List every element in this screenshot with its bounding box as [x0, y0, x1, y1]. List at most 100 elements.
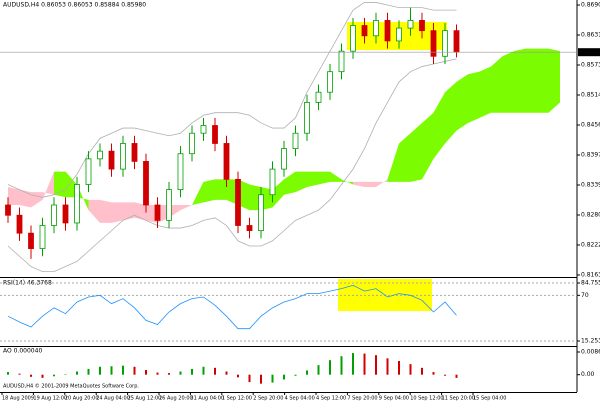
cloud	[525, 48, 537, 113]
candle-body	[407, 20, 414, 29]
ao-bar	[352, 353, 354, 375]
candle-body	[5, 204, 11, 216]
candle-body	[430, 30, 437, 57]
x-tick-label: 9 Sep 04:00	[379, 396, 409, 402]
y-tick-label: 0.0086	[581, 349, 600, 356]
y-tick-label: 0.82805	[581, 211, 600, 218]
y-tick-label: 0.85145	[581, 92, 600, 99]
ao-bar	[306, 370, 308, 375]
x-tick-label: 7 Sep 20:00	[347, 396, 377, 402]
cloud	[548, 48, 560, 113]
candle-body	[269, 168, 276, 196]
x-tick-label: 1 Sep 12:00	[222, 396, 252, 402]
cloud	[422, 112, 434, 180]
x-tick-label: 2 Sep 20:00	[253, 396, 283, 402]
candle-body	[396, 27, 402, 42]
x-tick-label: 15 Sep 04:00	[473, 396, 506, 402]
cloud	[410, 122, 422, 182]
ao-bar	[76, 371, 78, 375]
ao-bar	[87, 368, 90, 375]
cloud	[491, 56, 503, 113]
candle-body	[384, 20, 391, 42]
ao-bar	[455, 374, 458, 378]
y-tick-label: 0.00	[581, 371, 595, 378]
candle-body	[108, 150, 115, 170]
ao-bar	[64, 374, 67, 375]
cloud	[364, 181, 376, 188]
candle-body	[16, 214, 23, 234]
ao-bar	[202, 366, 205, 375]
ao-bar	[386, 358, 389, 375]
cloud	[42, 171, 54, 200]
cloud	[456, 74, 468, 131]
ao-bar	[18, 373, 21, 375]
ao-bar	[237, 374, 239, 378]
ao-bar	[145, 369, 147, 375]
candle-body	[235, 178, 241, 226]
candle-body	[200, 125, 207, 134]
ao-bar	[317, 365, 320, 375]
cloud	[88, 199, 100, 223]
candle-body	[281, 148, 287, 170]
cloud	[31, 192, 43, 208]
cloud	[77, 184, 89, 211]
cloud	[284, 171, 296, 195]
candle-body	[143, 161, 149, 206]
cloud	[376, 179, 388, 188]
cloud	[19, 189, 31, 208]
candle-body	[338, 50, 345, 73]
ao-bar	[363, 353, 366, 375]
candle-body	[51, 204, 57, 226]
cloud	[8, 187, 20, 205]
cloud	[123, 202, 135, 221]
rsi-line	[7, 284, 457, 330]
ao-bar	[294, 374, 297, 376]
ao-bar	[7, 372, 9, 375]
watermark: AUDUSD,H4 © 2001-2009 MetaQuotes Softwar…	[3, 383, 139, 390]
x-tick-label: 26 Aug 20:00	[159, 396, 193, 402]
candle-body	[39, 225, 46, 249]
y-tick-label: 84.7552	[581, 280, 600, 287]
y-tick-label: 0.83390	[581, 181, 600, 188]
cloud	[295, 171, 307, 193]
x-tick-label: 25 Aug 12:00	[128, 396, 162, 402]
cloud	[468, 71, 480, 123]
ao-bar	[444, 374, 446, 376]
chart-title: AUDUSD,H4 0.86053 0.86053 0.85884 0.8598…	[3, 2, 146, 9]
ao-bar	[409, 364, 412, 375]
candle-body	[28, 232, 34, 249]
ao-bar	[41, 374, 44, 378]
panel-title: AO 0.000040	[3, 348, 42, 355]
ao-bar	[225, 371, 228, 375]
candle-body	[442, 30, 448, 57]
cloud	[353, 181, 365, 188]
x-tick-label: 11 Sep 20:00	[442, 396, 475, 402]
candle-body	[327, 71, 333, 93]
y-tick-label: 0.83975	[581, 151, 600, 158]
candle-body	[189, 132, 195, 155]
ao-bar	[329, 360, 331, 375]
ao-bar	[191, 368, 193, 375]
ao-bar	[110, 366, 113, 375]
ao-bar	[432, 372, 435, 375]
ao-bar	[122, 365, 124, 375]
y-tick-label: 70	[581, 292, 589, 299]
x-tick-label: 20 Aug 20:00	[65, 396, 99, 402]
ao-bar	[260, 374, 262, 384]
band-line	[7, 58, 457, 273]
x-tick-label: 10 Sep 12:00	[410, 396, 443, 402]
x-tick-label: 4 Sep 04:00	[285, 396, 315, 402]
candle-body	[350, 25, 356, 52]
cloud	[445, 81, 457, 144]
cloud	[433, 92, 445, 159]
ao-bar	[53, 374, 55, 377]
candle-body	[223, 143, 230, 180]
candle-body	[315, 91, 322, 103]
y-tick-label: 0.86900	[581, 2, 600, 9]
candle-body	[419, 20, 425, 32]
cloud	[111, 202, 123, 223]
ao-bar	[421, 367, 423, 375]
ao-bar	[375, 355, 377, 375]
cloud	[330, 171, 342, 182]
